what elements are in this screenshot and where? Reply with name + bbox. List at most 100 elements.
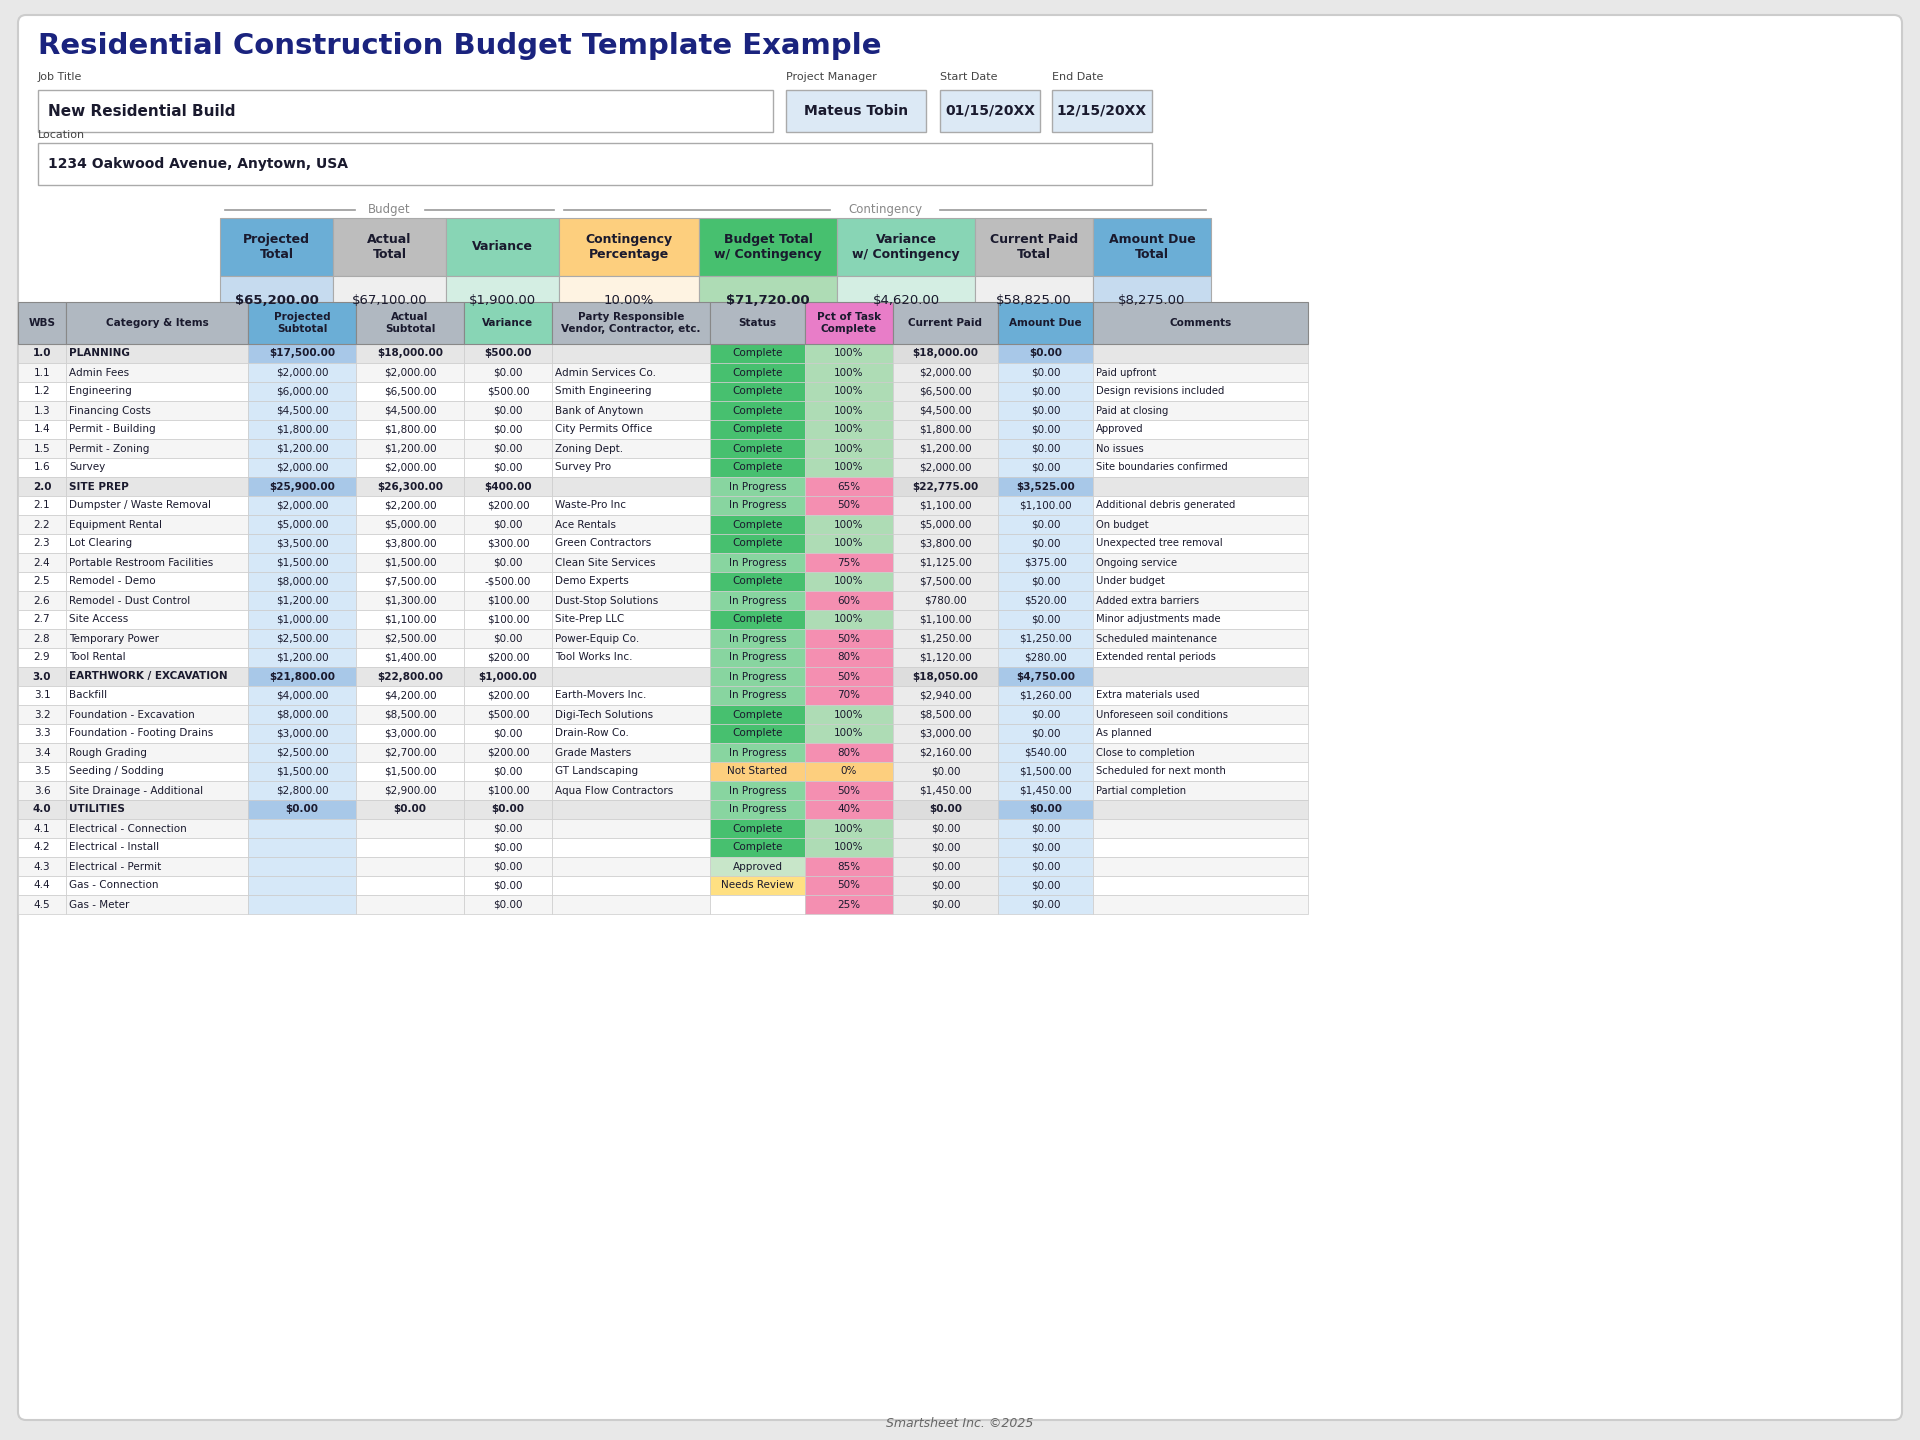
- Bar: [248, 819, 355, 838]
- Bar: [893, 896, 998, 914]
- Text: New Residential Build: New Residential Build: [48, 104, 236, 118]
- Bar: [465, 458, 553, 477]
- Text: Foundation - Footing Drains: Foundation - Footing Drains: [69, 729, 213, 739]
- Text: 2.9: 2.9: [35, 652, 50, 662]
- Bar: [893, 648, 998, 667]
- Bar: [893, 302, 998, 344]
- Text: No issues: No issues: [1096, 444, 1144, 454]
- Text: Contingency
Percentage: Contingency Percentage: [586, 233, 672, 261]
- Text: Unexpected tree removal: Unexpected tree removal: [1096, 539, 1223, 549]
- Text: $58,825.00: $58,825.00: [996, 295, 1071, 308]
- Text: 100%: 100%: [835, 444, 864, 454]
- Text: Pct of Task
Complete: Pct of Task Complete: [816, 312, 881, 334]
- Text: In Progress: In Progress: [730, 481, 787, 491]
- Bar: [465, 534, 553, 553]
- Bar: [893, 706, 998, 724]
- Bar: [65, 439, 248, 458]
- Bar: [465, 838, 553, 857]
- Bar: [65, 302, 248, 344]
- Text: $2,940.00: $2,940.00: [920, 691, 972, 700]
- Text: Needs Review: Needs Review: [722, 880, 795, 890]
- Text: $65,200.00: $65,200.00: [234, 295, 319, 308]
- Text: $0.00: $0.00: [493, 766, 522, 776]
- Bar: [553, 819, 710, 838]
- Bar: [465, 629, 553, 648]
- Bar: [17, 344, 65, 363]
- Text: Comments: Comments: [1169, 318, 1231, 328]
- Text: $0.00: $0.00: [493, 842, 522, 852]
- Text: 2.1: 2.1: [35, 501, 50, 511]
- Bar: [553, 896, 710, 914]
- Bar: [804, 743, 893, 762]
- Bar: [1052, 89, 1152, 132]
- Text: $8,275.00: $8,275.00: [1117, 295, 1187, 308]
- Text: $6,000.00: $6,000.00: [276, 386, 328, 396]
- Text: 3.3: 3.3: [35, 729, 50, 739]
- Bar: [1092, 534, 1308, 553]
- Bar: [998, 876, 1092, 896]
- Text: $18,000.00: $18,000.00: [376, 348, 444, 359]
- Bar: [710, 876, 804, 896]
- Bar: [710, 534, 804, 553]
- Text: $0.00: $0.00: [493, 900, 522, 910]
- Bar: [355, 572, 465, 590]
- Bar: [804, 439, 893, 458]
- Text: Location: Location: [38, 130, 84, 140]
- Bar: [465, 516, 553, 534]
- Text: 70%: 70%: [837, 691, 860, 700]
- Text: $0.00: $0.00: [1031, 576, 1060, 586]
- Bar: [893, 611, 998, 629]
- Bar: [837, 276, 975, 325]
- Bar: [465, 685, 553, 706]
- Bar: [553, 801, 710, 819]
- Text: 1.0: 1.0: [33, 348, 52, 359]
- Bar: [65, 706, 248, 724]
- Text: Party Responsible
Vendor, Contractor, etc.: Party Responsible Vendor, Contractor, et…: [561, 312, 701, 334]
- Bar: [248, 667, 355, 685]
- Text: Tool Rental: Tool Rental: [69, 652, 125, 662]
- Bar: [17, 516, 65, 534]
- Text: 4.3: 4.3: [35, 861, 50, 871]
- Bar: [998, 458, 1092, 477]
- Text: $71,720.00: $71,720.00: [726, 295, 810, 308]
- Bar: [1092, 217, 1212, 276]
- Text: Clean Site Services: Clean Site Services: [555, 557, 655, 567]
- Bar: [465, 762, 553, 780]
- Bar: [804, 896, 893, 914]
- Bar: [248, 439, 355, 458]
- Bar: [553, 629, 710, 648]
- Bar: [17, 667, 65, 685]
- Bar: [804, 685, 893, 706]
- Bar: [553, 838, 710, 857]
- Bar: [998, 838, 1092, 857]
- Bar: [465, 572, 553, 590]
- Text: Survey: Survey: [69, 462, 106, 472]
- Bar: [553, 400, 710, 420]
- Bar: [355, 801, 465, 819]
- Text: $1,125.00: $1,125.00: [920, 557, 972, 567]
- Text: $1,400.00: $1,400.00: [384, 652, 436, 662]
- Text: EARTHWORK / EXCAVATION: EARTHWORK / EXCAVATION: [69, 671, 228, 681]
- Bar: [355, 382, 465, 400]
- Text: $0.00: $0.00: [493, 557, 522, 567]
- Text: 100%: 100%: [835, 576, 864, 586]
- Bar: [17, 819, 65, 838]
- Text: PLANNING: PLANNING: [69, 348, 131, 359]
- Text: 2.6: 2.6: [35, 596, 50, 605]
- Bar: [893, 762, 998, 780]
- Text: Complete: Complete: [732, 615, 783, 625]
- Text: Actual
Subtotal: Actual Subtotal: [384, 312, 436, 334]
- Bar: [17, 400, 65, 420]
- Text: Extended rental periods: Extended rental periods: [1096, 652, 1215, 662]
- Text: Green Contractors: Green Contractors: [555, 539, 651, 549]
- Text: $0.00: $0.00: [493, 824, 522, 834]
- Bar: [65, 743, 248, 762]
- Text: 60%: 60%: [837, 596, 860, 605]
- Bar: [893, 572, 998, 590]
- Text: $0.00: $0.00: [1031, 386, 1060, 396]
- Text: $0.00: $0.00: [1031, 861, 1060, 871]
- Bar: [804, 516, 893, 534]
- Text: $0.00: $0.00: [931, 842, 960, 852]
- Bar: [332, 276, 445, 325]
- Bar: [17, 724, 65, 743]
